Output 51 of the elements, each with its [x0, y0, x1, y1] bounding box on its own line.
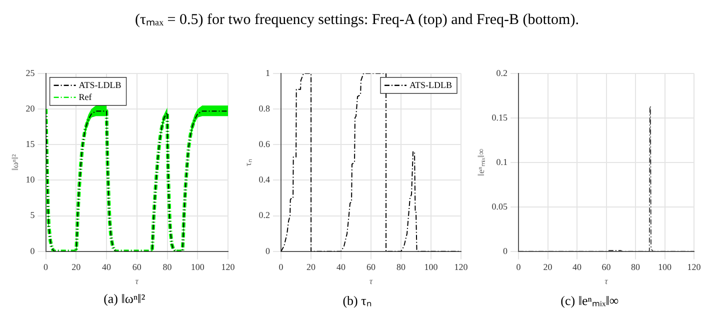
- y-tick-label: 25: [26, 68, 36, 78]
- x-tick-label: 80: [630, 262, 640, 272]
- y-tick-label: 20: [26, 103, 36, 114]
- y-tick-label: 0.8: [258, 103, 271, 114]
- y-tick-label: 0: [30, 246, 36, 256]
- y-tick-label: 0.2: [258, 210, 270, 220]
- y-axis-title: ‖ωⁿ‖²: [10, 154, 20, 171]
- x-tick-label: 0: [278, 262, 284, 272]
- legend-label: ATS-LDLB: [410, 80, 452, 90]
- y-tick-label: 0.4: [258, 174, 271, 185]
- text: (b) τₙ: [342, 292, 372, 309]
- x-tick-label: 40: [572, 262, 582, 272]
- x-axis-title: τ: [604, 276, 608, 286]
- x-tick-label: 60: [601, 262, 611, 272]
- y-tick-label: 0: [266, 246, 271, 256]
- y-tick-label: 0.6: [258, 138, 271, 149]
- x-tick-label: 0: [44, 262, 49, 272]
- x-axis-title: τ: [369, 276, 374, 286]
- x-tick-label: 80: [396, 262, 406, 272]
- y-tick-label: 1: [266, 68, 270, 78]
- x-tick-label: 120: [454, 262, 468, 272]
- legend-label: ATS-LDLB: [79, 80, 122, 90]
- y-tick-label: 5: [30, 210, 36, 220]
- x-tick-label: 20: [542, 262, 552, 272]
- x-tick-label: 100: [424, 262, 438, 272]
- x-tick-label: 120: [686, 262, 701, 272]
- text: (τₘₐₓ = 0.5) for two frequency settings: Freq-A (top) and Freq-B (bottom).: [134, 11, 580, 29]
- x-tick-label: 100: [658, 262, 672, 272]
- y-tick-label: 15: [26, 138, 36, 149]
- x-tick-label: 120: [222, 262, 236, 272]
- y-tick-label: 0.15: [491, 112, 508, 122]
- y-tick-label: 0.05: [491, 201, 508, 212]
- x-tick-label: 60: [366, 262, 376, 272]
- text: (a) ‖ωⁿ‖²: [104, 291, 146, 307]
- x-tick-label: 80: [163, 262, 173, 272]
- y-tick-label: 0: [502, 246, 508, 256]
- x-axis-title: τ: [136, 276, 140, 286]
- x-tick-label: 40: [102, 262, 112, 272]
- legend-label: Ref: [79, 92, 92, 102]
- y-axis-title: τₙ: [242, 158, 253, 166]
- y-tick-label: 10: [26, 174, 36, 185]
- x-tick-label: 60: [132, 262, 142, 272]
- y-tick-label: 0.2: [496, 68, 508, 78]
- x-tick-label: 100: [191, 262, 206, 272]
- y-tick-label: 0.1: [496, 156, 508, 167]
- x-tick-label: 20: [306, 262, 316, 272]
- text: (c) ‖eⁿₘᵢₓ‖∞: [560, 292, 619, 309]
- x-tick-label: 20: [72, 262, 82, 272]
- x-tick-label: 40: [336, 262, 346, 272]
- y-axis-title: ‖eⁿₘᵢₓ‖∞: [475, 148, 486, 176]
- x-tick-label: 0: [516, 262, 521, 272]
